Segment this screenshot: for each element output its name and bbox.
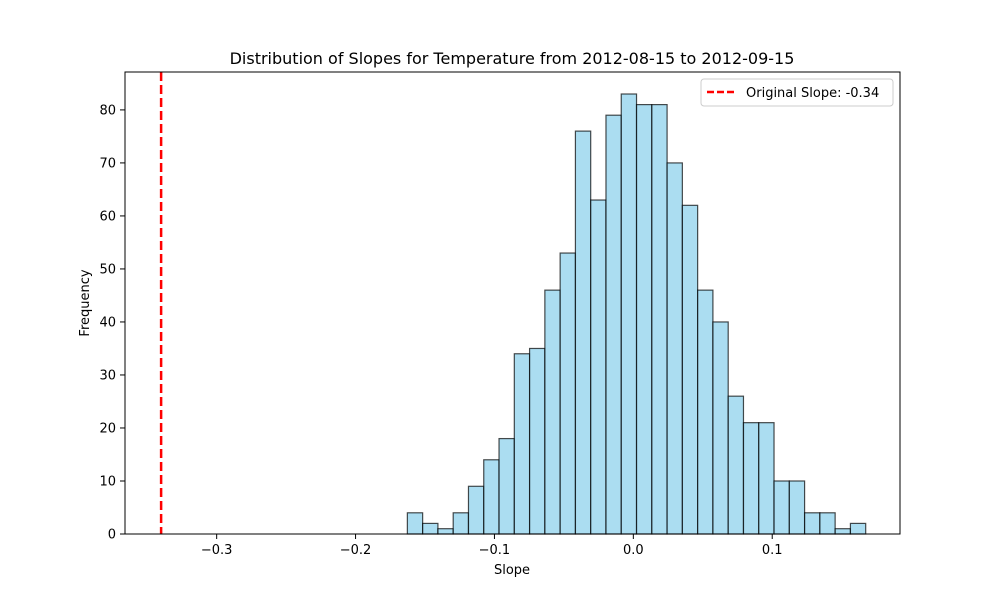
histogram-bar [803,512,821,535]
x-axis-label: Slope [494,563,530,578]
x-axis-ticks: −0.3 −0.2 −0.1 0.0 0.1 [201,534,783,558]
x-tick-label: 0.0 [623,543,644,558]
histogram-bars [406,93,867,535]
y-tick-label: 10 [99,474,116,489]
histogram-bar [605,114,622,535]
y-axis-label: Frequency [78,269,93,336]
histogram-bar [437,528,454,535]
histogram-bar [742,422,760,535]
histogram-bar [819,512,836,535]
y-tick-label: 50 [99,262,116,277]
x-tick-label: −0.1 [479,543,511,558]
y-tick-label: 30 [99,368,116,383]
x-tick-label: −0.3 [201,543,233,558]
histogram-bar [574,130,592,535]
y-tick-label: 0 [108,528,116,543]
y-axis-ticks: 0 10 20 30 40 50 60 70 80 [99,103,125,543]
histogram-bar [681,204,699,535]
histogram-bar [498,437,515,535]
histogram-bar [758,422,775,535]
histogram-bar [788,480,806,535]
y-tick-label: 60 [99,209,116,224]
histogram-bar [620,93,638,535]
histogram-bar [834,528,852,535]
histogram-bar [849,522,867,535]
x-tick-label: −0.2 [340,543,372,558]
histogram-bar [559,252,577,535]
histogram-bar [697,289,714,535]
histogram-bar [544,289,561,535]
histogram-bar [727,395,745,535]
histogram-bar [712,321,729,535]
histogram-bar [651,103,668,535]
histogram-bar [513,353,531,535]
histogram-bar [635,103,653,535]
legend: Original Slope: -0.34 [700,78,894,107]
histogram-bar [590,199,607,535]
legend-box [700,78,894,107]
histogram-bar [773,480,790,535]
x-tick-label: 0.1 [762,543,783,558]
y-tick-label: 20 [99,421,116,436]
histogram-bar [528,347,546,535]
histogram-bar [483,459,500,535]
y-tick-label: 40 [99,315,116,330]
chart-title: Distribution of Slopes for Temperature f… [230,49,795,68]
histogram-bar [467,485,485,535]
histogram-bar [666,162,683,535]
histogram-bar [406,512,424,535]
legend-entry-label: Original Slope: -0.34 [746,86,879,101]
y-tick-label: 70 [99,156,116,171]
histogram-bar [422,522,439,535]
y-tick-label: 80 [99,103,116,118]
histogram-bar [452,512,470,535]
plot-frame [124,71,901,535]
